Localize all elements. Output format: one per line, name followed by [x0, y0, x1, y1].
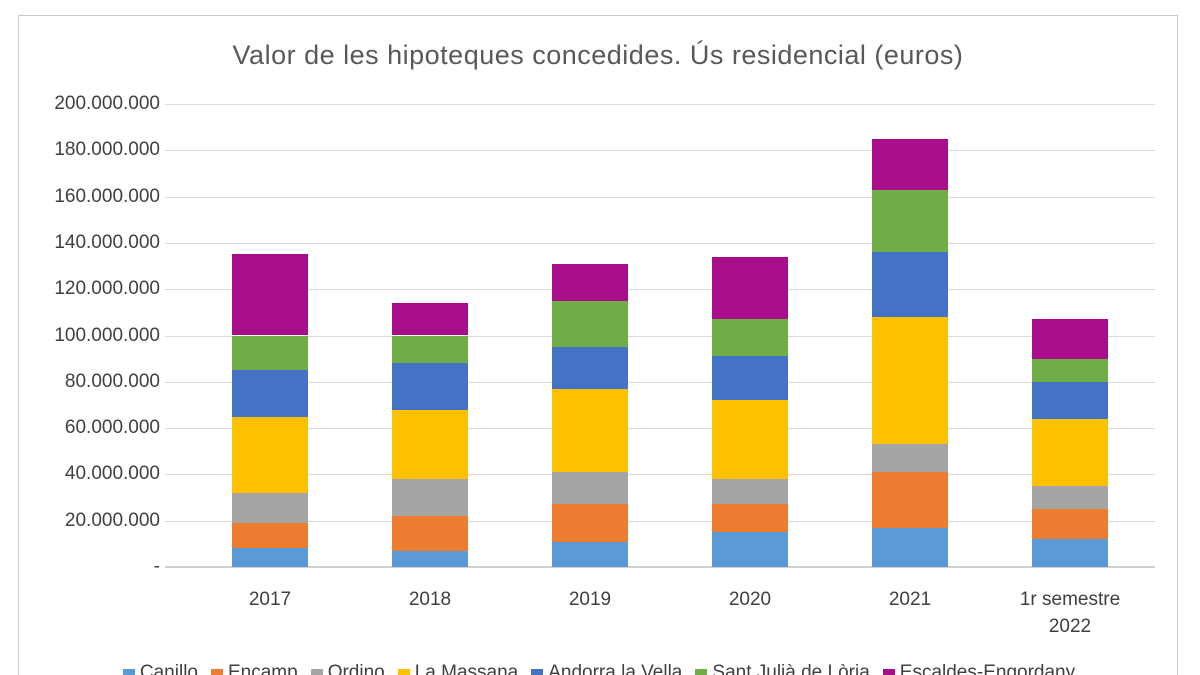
bar-segment-andorra-la-vella	[872, 252, 948, 317]
legend-item: Canillo	[122, 662, 198, 675]
bar-segment-sant-juli-de-l-ria	[872, 189, 948, 253]
legend-swatch-ordino	[310, 669, 323, 675]
bar-segment-la-massana	[392, 409, 468, 480]
bar-segment-canillo	[552, 541, 628, 567]
bar-segment-ordino	[392, 479, 468, 517]
y-axis-tick-label: 60.000.000	[64, 417, 160, 439]
bar-segment-sant-juli-de-l-ria	[552, 300, 628, 348]
y-axis-tick-label: 80.000.000	[64, 370, 160, 392]
legend-label: Sant Julià de Lòria	[712, 662, 870, 675]
bar-segment-encamp	[232, 523, 308, 549]
legend-swatch-andorra-la-vella	[531, 669, 544, 675]
y-axis-tick-label: 200.000.000	[54, 93, 160, 114]
legend-item: La Massana	[397, 662, 519, 675]
bar-segment-la-massana	[872, 316, 948, 445]
y-axis-tick-label: 160.000.000	[54, 185, 160, 207]
x-axis-category-label: 2021	[888, 589, 932, 610]
legend-swatch-la-massana	[397, 669, 410, 675]
bar-segment-canillo	[232, 548, 308, 567]
legend-item: Escaldes-Engordany	[882, 662, 1076, 675]
bar-segment-escaldes-engordany	[1032, 319, 1108, 359]
bar-segment-la-massana	[712, 400, 788, 480]
legend-swatch-sant-juli-de-l-ria	[695, 669, 708, 675]
legend-label: Canillo	[139, 662, 198, 675]
legend-label: Ordino	[327, 662, 385, 675]
gridline	[165, 196, 1155, 198]
gridline	[165, 289, 1155, 291]
gridline	[165, 104, 1155, 105]
bar-segment-encamp	[392, 516, 468, 551]
x-axis-category-label: 1r semestre 2022	[1019, 589, 1121, 637]
bar-segment-escaldes-engordany	[872, 138, 948, 190]
y-axis-tick-label: 20.000.000	[64, 509, 160, 531]
legend-item: Encamp	[210, 662, 298, 675]
bar-segment-ordino	[872, 444, 948, 473]
gridline	[165, 150, 1155, 152]
bar-segment-escaldes-engordany	[552, 263, 628, 301]
y-axis-tick-label: 40.000.000	[64, 463, 160, 485]
bar-segment-ordino	[552, 472, 628, 505]
bar-segment-sant-juli-de-l-ria	[392, 335, 468, 364]
chart-title: Valor de les hipoteques concedides. Ús r…	[232, 40, 964, 70]
legend-swatch-escaldes-engordany	[882, 669, 895, 675]
bar-segment-la-massana	[552, 388, 628, 473]
bar-segment-la-massana	[1032, 418, 1108, 486]
bar-segment-sant-juli-de-l-ria	[232, 335, 308, 371]
x-axis-category-label: 2017	[248, 589, 292, 610]
gridline	[165, 381, 1155, 383]
bar-segment-encamp	[872, 472, 948, 528]
bar-segment-encamp	[552, 504, 628, 542]
legend-swatch-canillo	[122, 669, 135, 675]
bar-segment-encamp	[1032, 509, 1108, 540]
y-axis-tick-label: -	[153, 556, 160, 577]
y-axis-tick-label: 120.000.000	[54, 278, 160, 300]
bar-segment-escaldes-engordany	[712, 256, 788, 320]
bar-segment-sant-juli-de-l-ria	[712, 319, 788, 357]
bar-segment-andorra-la-vella	[552, 347, 628, 389]
x-axis-category-label: 2019	[568, 589, 612, 610]
chart-legend: Canillo Encamp Ordino La Massana Andorra la …	[20, 662, 1178, 675]
legend-label: Encamp	[227, 662, 298, 675]
bar-segment-la-massana	[232, 416, 308, 493]
x-axis-line	[165, 566, 1155, 568]
bar-segment-ordino	[1032, 485, 1108, 510]
x-axis-category-label: 2018	[408, 589, 452, 610]
y-axis-tick-label: 140.000.000	[54, 231, 160, 253]
y-axis-tick-label: 180.000.000	[54, 139, 160, 161]
bar-segment-andorra-la-vella	[232, 370, 308, 417]
bar-segment-andorra-la-vella	[392, 363, 468, 410]
legend-label: Andorra la Vella	[548, 662, 683, 675]
legend-swatch-encamp	[210, 669, 223, 675]
legend-label: La Massana	[414, 662, 519, 675]
gridline	[165, 428, 1155, 430]
bar-segment-andorra-la-vella	[712, 356, 788, 401]
bar-segment-canillo	[1032, 539, 1108, 567]
bar-segment-canillo	[712, 532, 788, 567]
bar-segment-sant-juli-de-l-ria	[1032, 358, 1108, 382]
bar-segment-encamp	[712, 504, 788, 533]
bar-segment-andorra-la-vella	[1032, 381, 1108, 419]
bar-segment-canillo	[392, 550, 468, 567]
y-axis-tick-label: 100.000.000	[54, 324, 160, 346]
x-axis-category-label: 2020	[728, 589, 772, 610]
gridline	[165, 335, 1155, 337]
bar-segment-ordino	[712, 479, 788, 505]
gridline	[165, 520, 1155, 522]
legend-item: Andorra la Vella	[531, 662, 682, 675]
legend-item: Sant Julià de Lòria	[695, 662, 870, 675]
gridline	[165, 242, 1155, 244]
legend-label: Escaldes-Engordany	[899, 662, 1076, 675]
bar-segment-escaldes-engordany	[392, 303, 468, 336]
bar-segment-escaldes-engordany	[232, 254, 308, 336]
gridline	[165, 474, 1155, 476]
legend-item: Ordino	[310, 662, 385, 675]
bar-segment-canillo	[872, 527, 948, 567]
bar-segment-ordino	[232, 492, 308, 523]
